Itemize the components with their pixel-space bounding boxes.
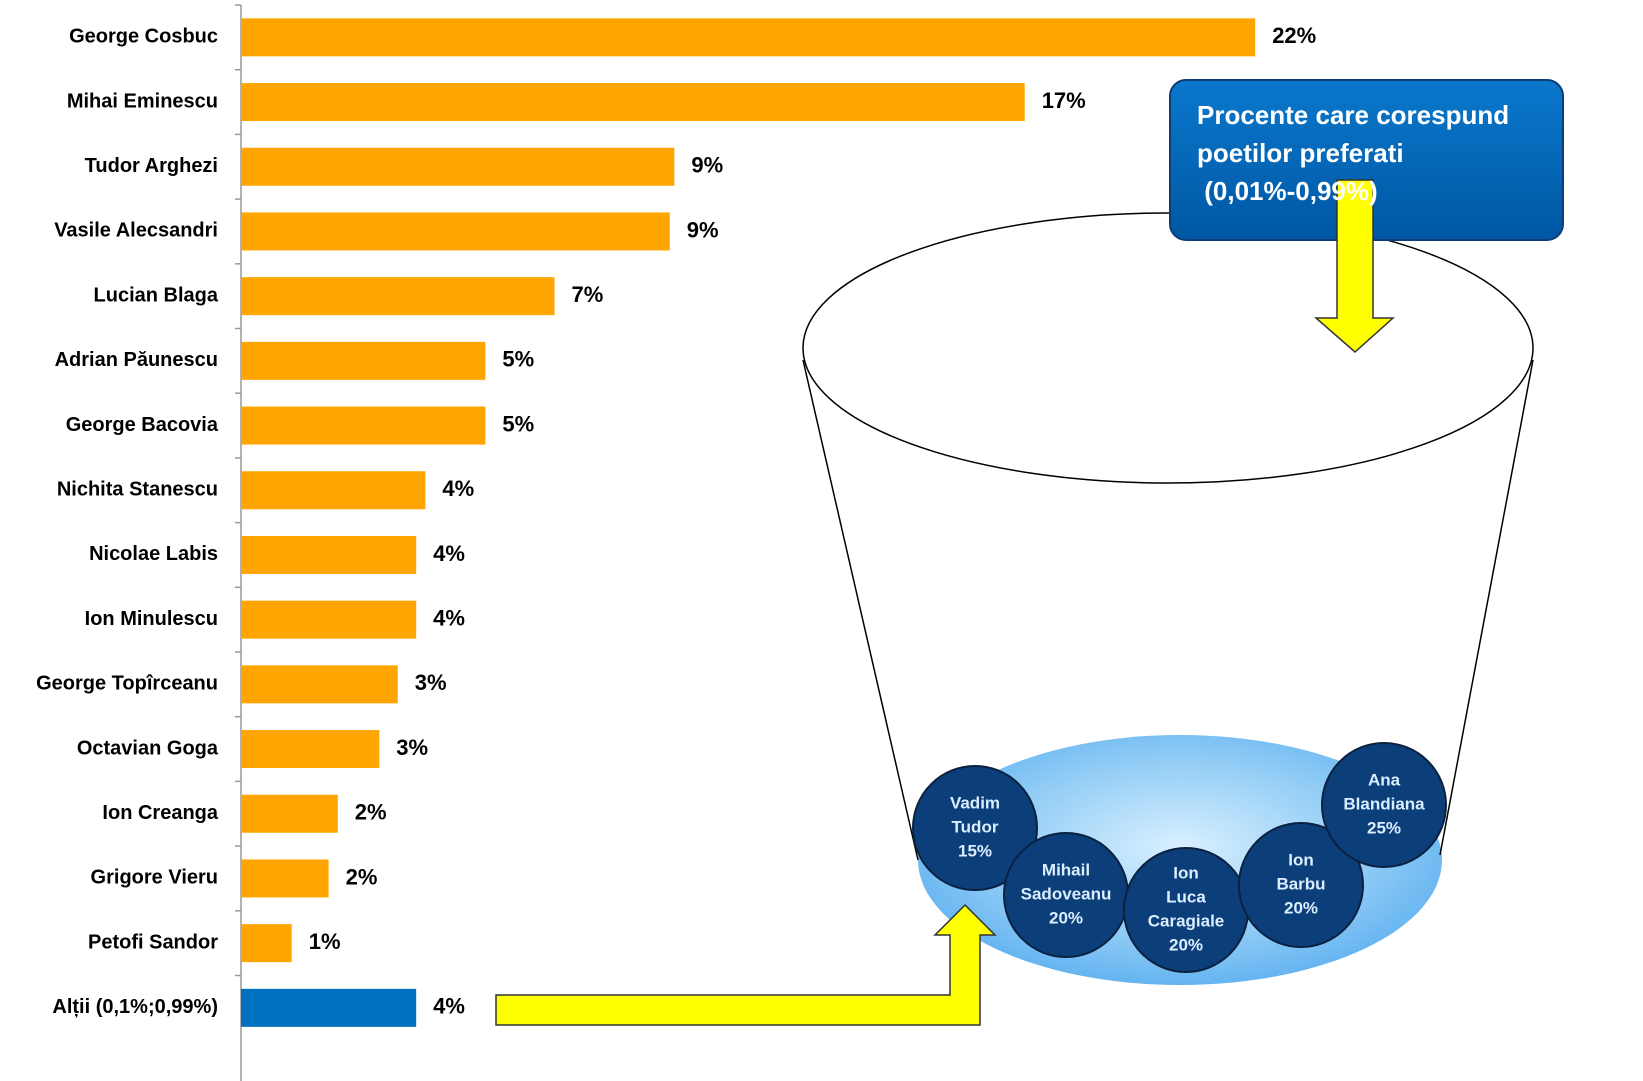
category-label: George Bacovia bbox=[66, 414, 219, 436]
category-label: Nicolae Labis bbox=[89, 543, 218, 565]
value-label: 2% bbox=[355, 800, 387, 825]
bubble-value: 25% bbox=[1367, 818, 1401, 837]
value-label: 4% bbox=[433, 541, 465, 566]
bar bbox=[241, 147, 675, 186]
value-label: 2% bbox=[346, 864, 378, 889]
bubble bbox=[1321, 742, 1447, 868]
bar bbox=[241, 600, 417, 639]
category-label: Adrian Păunescu bbox=[55, 349, 218, 371]
bar bbox=[241, 730, 380, 769]
bubble-value: 15% bbox=[958, 841, 992, 860]
bar bbox=[241, 535, 417, 574]
value-label: 17% bbox=[1042, 88, 1086, 113]
callout-text: poetilor preferati bbox=[1197, 138, 1404, 168]
bubble-value: 20% bbox=[1169, 935, 1203, 954]
bucket-side bbox=[802, 359, 919, 861]
bubble bbox=[912, 765, 1038, 891]
category-label: Vasile Alecsandri bbox=[54, 220, 218, 242]
bar bbox=[241, 988, 417, 1027]
value-label: 3% bbox=[396, 735, 428, 760]
bar bbox=[241, 18, 1256, 57]
bubble-label: Ana bbox=[1368, 770, 1401, 789]
callout-text: (0,01%-0,99%) bbox=[1197, 176, 1378, 206]
bubble-label: Ion bbox=[1173, 863, 1199, 882]
category-label: George Topîrceanu bbox=[36, 673, 218, 695]
bar bbox=[241, 665, 398, 704]
bubble-label: Luca bbox=[1166, 887, 1206, 906]
value-label: 22% bbox=[1272, 23, 1316, 48]
bubble-label: Sadoveanu bbox=[1021, 884, 1112, 903]
category-label: Petofi Sandor bbox=[88, 931, 218, 953]
bucket-top bbox=[802, 212, 1534, 484]
bar bbox=[241, 859, 329, 898]
value-label: 9% bbox=[691, 153, 723, 178]
bubble-value: 20% bbox=[1284, 898, 1318, 917]
bar bbox=[241, 212, 670, 251]
category-label: Mihai Eminescu bbox=[67, 90, 218, 112]
value-label: 7% bbox=[571, 282, 603, 307]
arrow bbox=[1313, 179, 1395, 354]
value-label: 3% bbox=[415, 670, 447, 695]
value-label: 5% bbox=[502, 347, 534, 372]
value-label: 1% bbox=[309, 929, 341, 954]
category-label: Ion Minulescu bbox=[85, 608, 218, 630]
category-label: Tudor Arghezi bbox=[85, 155, 218, 177]
bubble-label: Tudor bbox=[952, 817, 999, 836]
category-label: Nichita Stanescu bbox=[57, 479, 218, 501]
bubble-value: 20% bbox=[1049, 908, 1083, 927]
bubble-label: Ion bbox=[1288, 850, 1314, 869]
bubble-label: Blandiana bbox=[1343, 794, 1425, 813]
bar bbox=[241, 406, 486, 445]
category-label: Grigore Vieru bbox=[91, 867, 218, 889]
bubble-label: Vadim bbox=[950, 793, 1000, 812]
value-label: 5% bbox=[502, 411, 534, 436]
bucket-side bbox=[1439, 359, 1534, 856]
bar bbox=[241, 341, 486, 380]
value-label: 9% bbox=[687, 217, 719, 242]
arrow bbox=[495, 903, 997, 1026]
bar bbox=[241, 924, 292, 963]
bar bbox=[241, 794, 338, 833]
category-label: Octavian Goga bbox=[77, 737, 219, 759]
category-label: George Cosbuc bbox=[69, 26, 218, 48]
bubble-label: Mihail bbox=[1042, 860, 1090, 879]
value-label: 4% bbox=[433, 605, 465, 630]
bubble-label: Caragiale bbox=[1148, 911, 1225, 930]
bubble-label: Barbu bbox=[1276, 874, 1325, 893]
callout-text: Procente care corespund bbox=[1197, 100, 1509, 130]
value-label: 4% bbox=[433, 994, 465, 1019]
category-label: Ion Creanga bbox=[102, 802, 218, 824]
value-label: 4% bbox=[442, 476, 474, 501]
bar bbox=[241, 471, 426, 510]
category-label: Lucian Blaga bbox=[94, 284, 219, 306]
category-label: Alții (0,1%;0,99%) bbox=[52, 996, 218, 1018]
bar bbox=[241, 277, 555, 316]
bubble bbox=[1238, 822, 1364, 948]
bar bbox=[241, 83, 1025, 122]
